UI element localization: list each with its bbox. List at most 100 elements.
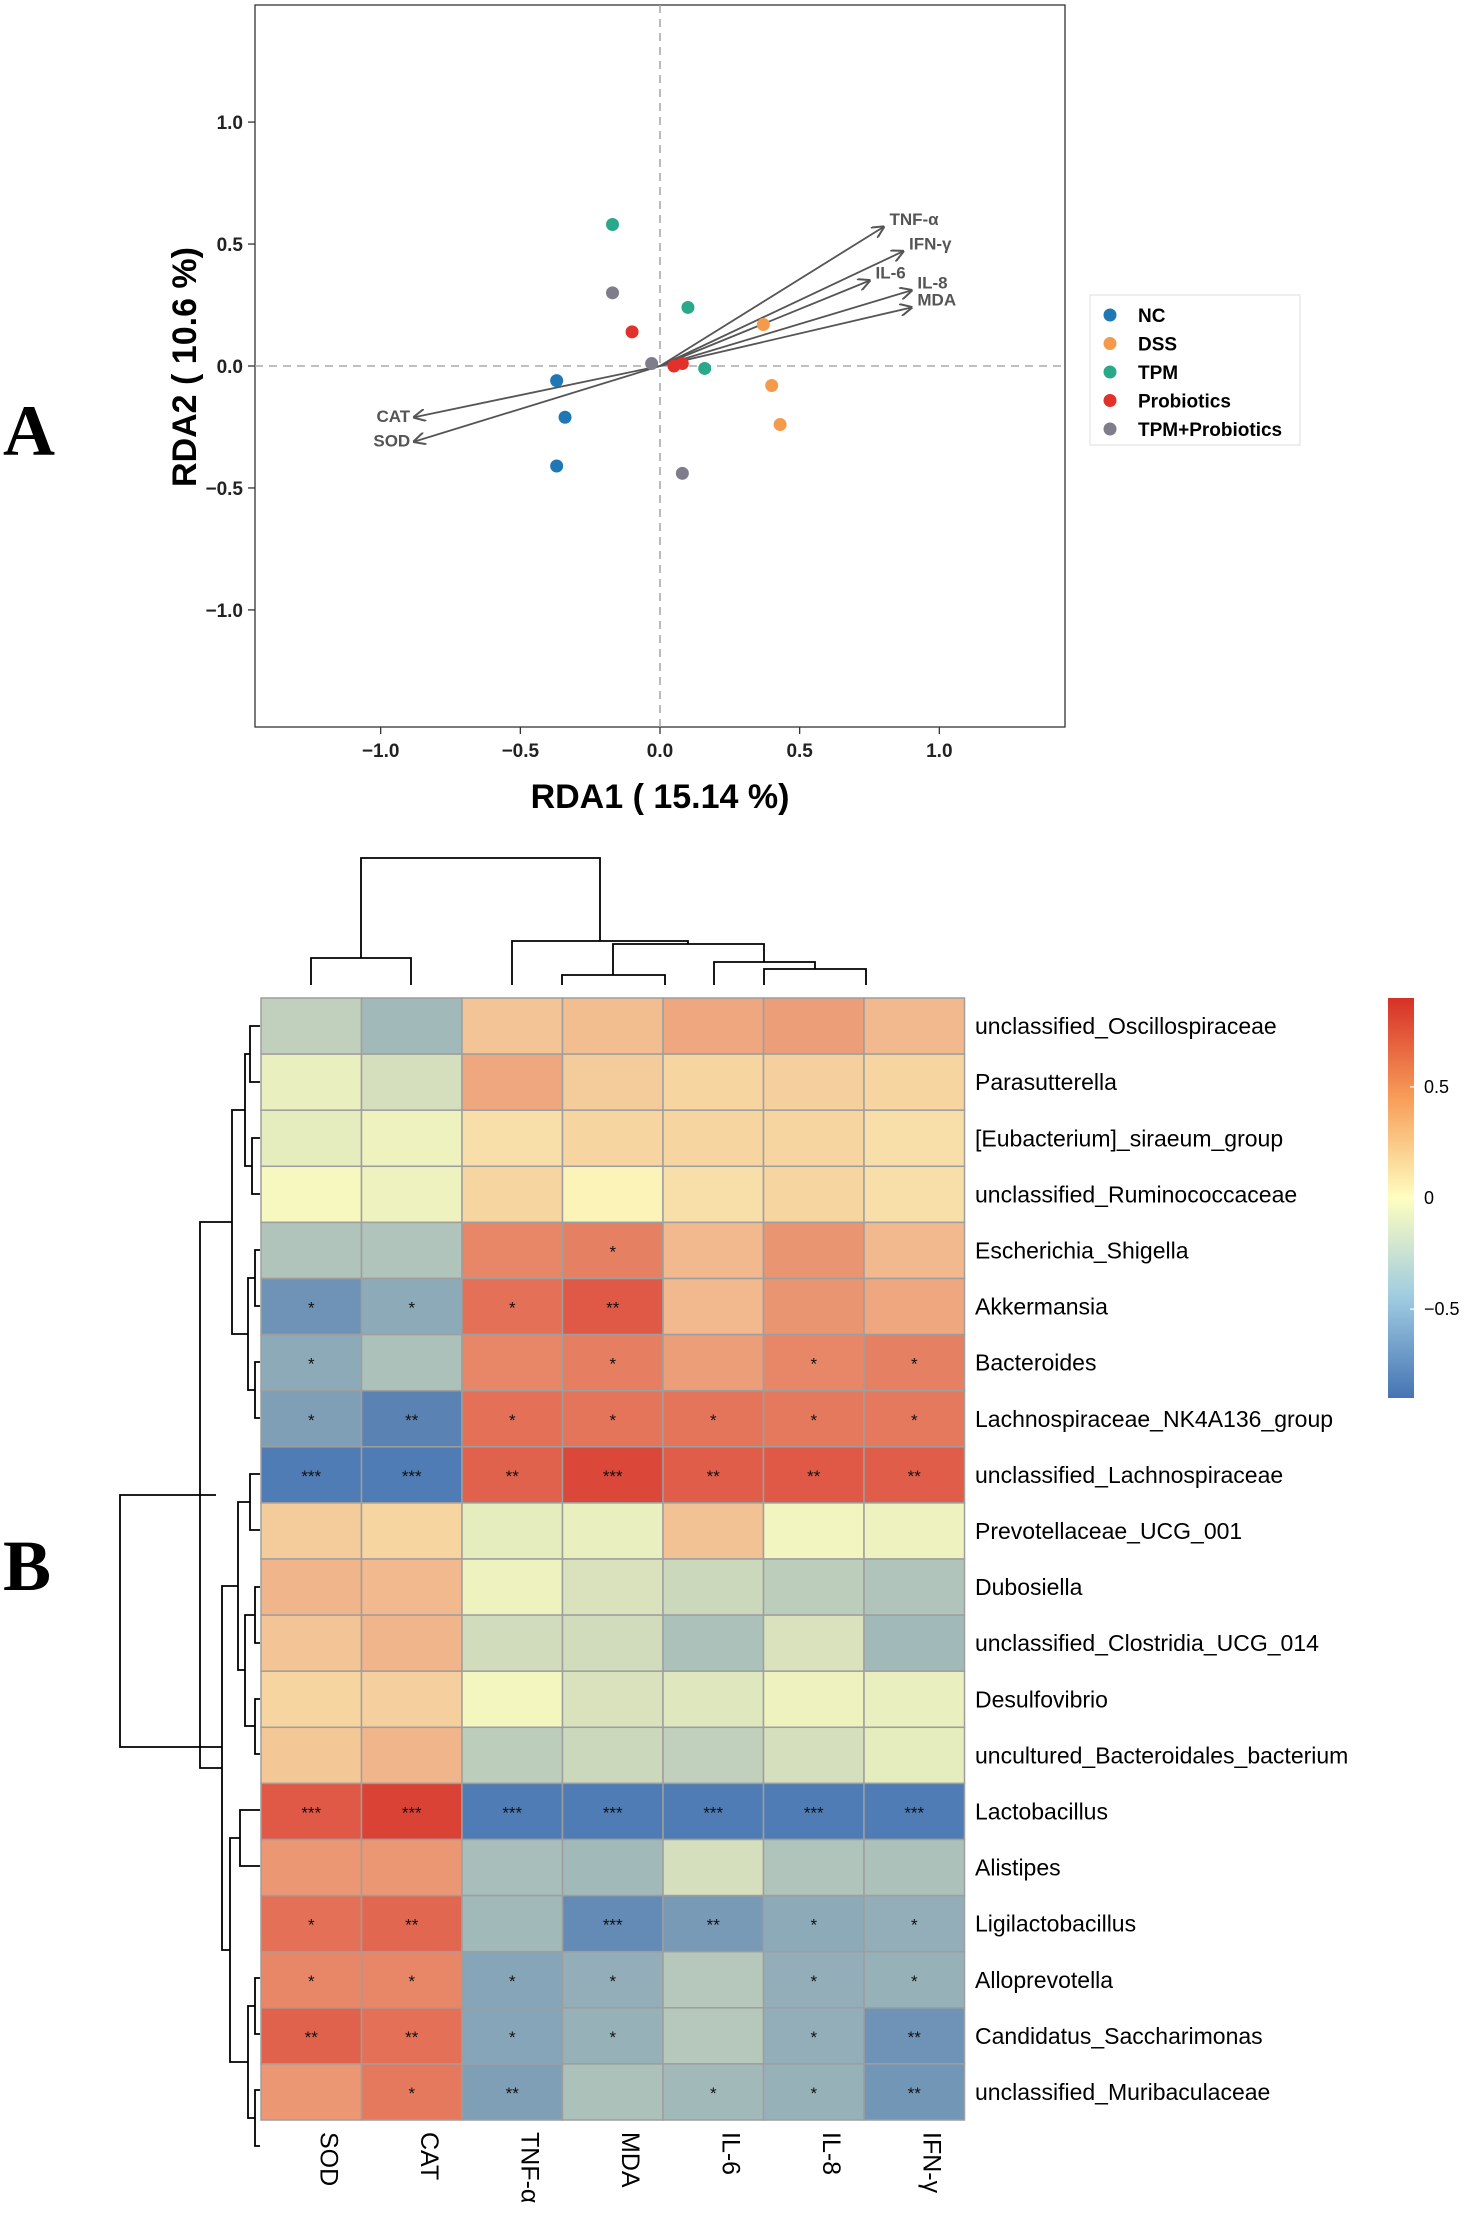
significance-mark: ***	[603, 1803, 623, 1822]
legend: NC DSS TPM Probiotics TPM+Probiotics	[1089, 294, 1301, 446]
heatmap-cell	[360, 1053, 463, 1111]
legend-marker-tpm-probiotics	[1103, 422, 1117, 436]
significance-mark: ***	[402, 1803, 422, 1822]
significance-mark: *	[509, 1299, 516, 1318]
significance-mark: *	[308, 1355, 315, 1374]
significance-mark: *	[408, 2084, 415, 2103]
heatmap-cell	[260, 1838, 363, 1897]
colorbar-tick-label: −0.5	[1424, 1299, 1460, 1319]
vector-label-mda: MDA	[917, 290, 956, 309]
panel-label-b: B	[3, 1526, 51, 1606]
heatmap-cell	[762, 1053, 865, 1111]
significance-mark: ***	[603, 1467, 623, 1486]
row-label-unclassified-muribaculaceae: unclassified_Muribaculaceae	[975, 2079, 1270, 2105]
heatmap-cell	[762, 997, 865, 1055]
significance-mark: **	[606, 1299, 620, 1318]
column-label-cat: CAT	[415, 2132, 443, 2180]
colorbar-gradient	[1388, 998, 1414, 1398]
heatmap-cell	[662, 1446, 765, 1504]
significance-mark: *	[710, 1411, 717, 1430]
significance-mark: *	[609, 2028, 616, 2047]
significance-mark: *	[810, 1972, 817, 1991]
significance-mark: **	[405, 1411, 419, 1430]
y-tick-label: −1.0	[205, 601, 243, 622]
heatmap-cell	[662, 1558, 765, 1616]
rda-points	[550, 218, 787, 480]
significance-mark: *	[810, 1916, 817, 1935]
heatmap-cell	[762, 1670, 865, 1729]
heatmap-cell	[461, 1950, 564, 2009]
point-tpm	[606, 218, 620, 232]
row-label-bacteroides: Bacteroides	[975, 1350, 1096, 1376]
point-dss	[765, 379, 779, 393]
heatmap-cell	[461, 1333, 564, 1392]
heatmap-cell	[461, 1277, 564, 1336]
heatmap-cell	[461, 1838, 564, 1897]
row-label-parasutterella: Parasutterella	[975, 1069, 1117, 1095]
vector-il-8	[659, 290, 911, 367]
heatmap-cell	[561, 997, 664, 1055]
heatmap-cell	[360, 997, 463, 1055]
significance-mark: ***	[301, 1803, 321, 1822]
significance-mark: *	[308, 1972, 315, 1991]
point-nc	[558, 410, 572, 424]
heatmap-cell	[461, 1558, 564, 1616]
heatmap-cell	[260, 2063, 363, 2121]
heatmap-cell	[762, 1165, 865, 1224]
heatmap-cell	[863, 1053, 966, 1111]
heatmap-cell	[260, 1053, 363, 1111]
significance-mark: *	[308, 1411, 315, 1430]
rda-reference-lines	[255, 5, 1065, 727]
heatmap-cell	[561, 2007, 664, 2065]
heatmap-cell	[360, 1109, 463, 1168]
heatmap-cell	[561, 1109, 664, 1168]
row-dendrogram	[119, 1025, 260, 2147]
heatmap-cell	[561, 1389, 664, 1448]
significance-mark: *	[911, 1355, 918, 1374]
vector-mda	[659, 307, 911, 367]
row-label-lachnospiraceae-nk4a136-group: Lachnospiraceae_NK4A136_group	[975, 1406, 1333, 1432]
heatmap-cell	[863, 997, 966, 1055]
x-tick-label: 1.0	[926, 741, 952, 762]
row-label-akkermansia: Akkermansia	[975, 1294, 1108, 1320]
heatmap-cell	[360, 1950, 463, 2009]
heatmap-cell	[561, 1558, 664, 1616]
heatmap-cell	[360, 1726, 463, 1785]
heatmap-cell	[360, 1894, 463, 1953]
heatmap-cell	[863, 2063, 966, 2121]
heatmap-cell	[662, 1502, 765, 1560]
row-label-desulfovibrio: Desulfovibrio	[975, 1686, 1108, 1712]
heatmap-cell	[461, 1221, 564, 1280]
legend-label-nc: NC	[1138, 306, 1166, 327]
vector-label-il-6: IL-6	[875, 264, 905, 283]
heatmap-cell	[762, 1894, 865, 1953]
heatmap-cell	[561, 1838, 664, 1897]
significance-mark: *	[408, 1972, 415, 1991]
y-tick-label: 0.5	[217, 235, 244, 256]
significance-mark: ***	[603, 1916, 623, 1935]
heatmap-cell	[260, 1670, 363, 1729]
legend-label-tpm-probiotics: TPM+Probiotics	[1138, 420, 1282, 441]
significance-mark: *	[609, 1411, 616, 1430]
rda-ticks: −1.0 −0.5 0.0 0.5 1.0 1.0 0.5 0.0 −0.5 −1.0	[205, 113, 952, 762]
significance-mark: ***	[904, 1803, 924, 1822]
heatmap-cell	[360, 1614, 463, 1672]
significance-mark: *	[609, 1355, 616, 1374]
significance-mark: *	[810, 1355, 817, 1374]
heatmap-column-labels: SOD CAT TNF-α MDA IL-6 IL-8 IFN-γ	[314, 2132, 945, 2203]
significance-mark: **	[908, 2028, 922, 2047]
significance-mark: **	[707, 1916, 721, 1935]
row-label-dubosiella: Dubosiella	[975, 1574, 1083, 1600]
significance-mark: *	[911, 1411, 918, 1430]
heatmap-cell	[863, 1782, 966, 1841]
x-tick-label: −0.5	[502, 741, 540, 762]
heatmap-cell	[662, 1333, 765, 1392]
legend-label-probiotics: Probiotics	[1138, 392, 1231, 413]
heatmap-cell	[762, 2063, 865, 2121]
heatmap-cells: ** * * *** * * ** ** * * * * **** *** ** *** ** ** ***** **…	[260, 997, 966, 2121]
column-label-il-8: IL-8	[817, 2132, 845, 2175]
vector-sod	[414, 365, 661, 442]
point-probiotics	[625, 325, 639, 339]
heatmap-cell	[260, 1614, 363, 1672]
